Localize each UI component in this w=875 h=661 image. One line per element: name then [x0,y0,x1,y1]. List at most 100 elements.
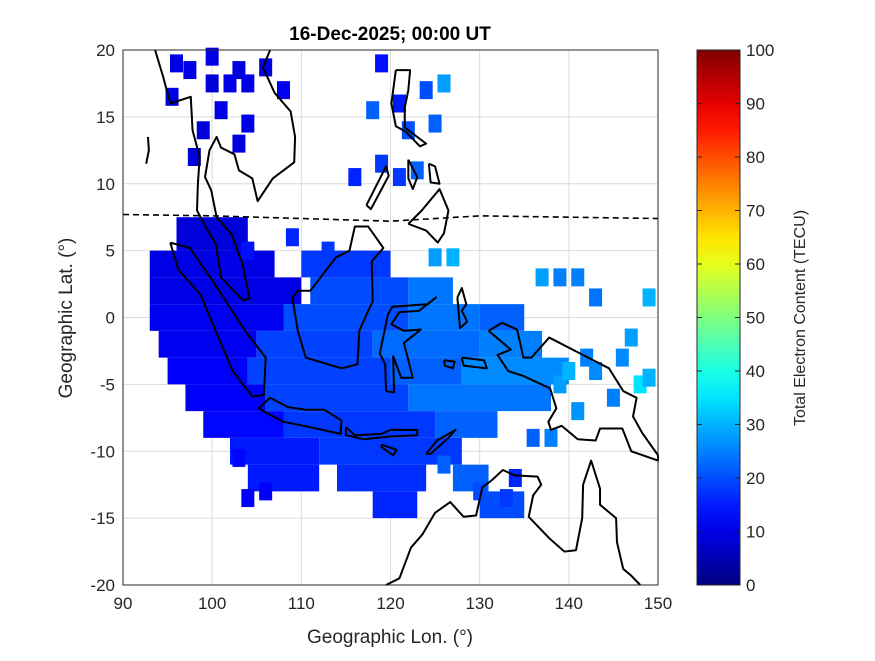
tec-band-cell [479,330,543,358]
tec-band-cell [337,464,427,492]
tec-band-cell [167,357,248,385]
colorbar-tick-label: 90 [746,95,765,114]
tec-cell [428,248,442,267]
tec-cell [259,58,273,77]
tec-cell [419,81,433,100]
colorbar-tick-label: 0 [746,576,755,595]
tec-cell [589,362,603,380]
tec-band-cell [310,277,409,305]
coastline [257,396,343,435]
tec-cell [615,348,629,367]
tec-cell [232,134,246,153]
colorbar-tick-label: 30 [746,416,765,435]
tec-cell [437,74,451,93]
colorbar-tick-label: 80 [746,148,765,167]
tec-cell [170,54,183,73]
x-tick-label: 120 [376,594,404,613]
tec-cell [642,368,656,387]
tec-band-cell [185,384,266,412]
tec-band-cell [283,411,436,438]
tec-band-cell [149,250,275,278]
tec-cell [571,402,585,421]
y-tick-label: 0 [106,309,115,328]
tec-cell [205,47,219,66]
tec-band-cell [372,330,480,358]
tec-cell [241,74,255,93]
coastline [427,162,441,185]
coastline [380,443,398,457]
tec-band-cell [158,330,257,358]
tec-cell [606,388,620,407]
tec-cell [553,268,567,287]
tec-cell [642,288,656,307]
coastline [378,296,437,394]
tec-cell [375,54,389,73]
y-tick-label: -10 [90,442,115,461]
tec-cell [624,328,638,347]
tec-cell [437,455,451,474]
colorbar-tick-label: 100 [746,41,774,60]
tec-cell [571,268,585,287]
colorbar-tick-label: 50 [746,309,765,328]
tec-band-cell [408,304,480,331]
tec-cell [535,268,549,287]
tec-band-cell [283,304,409,331]
tec-cell [241,114,255,133]
x-tick-label: 90 [114,594,133,613]
y-tick-label: -5 [100,375,115,394]
y-tick-label: 20 [96,41,115,60]
tec-cell [259,482,273,501]
coastline [291,225,385,370]
x-axis-label: Geographic Lon. (°) [307,627,473,648]
y-tick-label: -15 [90,509,115,528]
tec-band-cell [408,277,453,305]
coastline [425,428,457,455]
coastline [154,49,297,302]
x-tick-labels: 90 100 110 120 130 140 150 [114,594,673,613]
tec-cell [410,161,424,180]
y-tick-label: 10 [96,175,115,194]
tec-cell [499,489,513,508]
x-tick-label: 130 [465,594,493,613]
x-tick-label: 110 [288,594,315,613]
tec-band-cell [461,357,569,385]
tec-band-cell [408,384,551,412]
tec-cell [392,168,406,187]
coastline [407,159,419,191]
colorbar-tick-label: 10 [746,523,765,542]
tec-band-cell [149,304,284,331]
tec-cell [277,81,290,100]
x-tick-label: 150 [644,594,672,613]
tec-cell [205,74,219,93]
chart-title: 16-Dec-2025; 00:00 UT [289,24,491,45]
tec-cell [562,362,576,380]
tec-cell [232,448,246,467]
tec-band-cell [256,330,373,358]
tec-cell [241,489,255,508]
tec-band-cell [176,217,248,251]
coastline [407,188,450,244]
colorbar-ticks: 0 10 20 30 40 50 60 70 80 90 100 [697,41,774,595]
coastline [385,459,641,586]
y-axis-label: Geographic Lat. (°) [56,238,77,399]
x-tick-label: 140 [555,594,583,613]
tec-cell [196,121,210,140]
y-tick-labels: 20 15 10 5 0 -5 -10 -15 -20 [90,41,115,595]
tec-cell [428,114,442,133]
tec-band-cell [301,250,391,278]
tec-band-cell [390,357,462,385]
tec-cell [526,428,540,447]
coastline [145,136,150,164]
tec-band-cell [247,464,320,492]
tec-band-cell [372,491,418,519]
tec-cell [366,101,380,120]
tec-cell [392,94,406,113]
colorbar-tick-label: 60 [746,255,765,274]
coastline [443,359,456,370]
coastline [365,165,390,211]
coastline [344,426,419,441]
coastline [456,287,469,330]
colorbar-tick-label: 70 [746,202,765,221]
x-tick-label: 100 [198,594,226,613]
